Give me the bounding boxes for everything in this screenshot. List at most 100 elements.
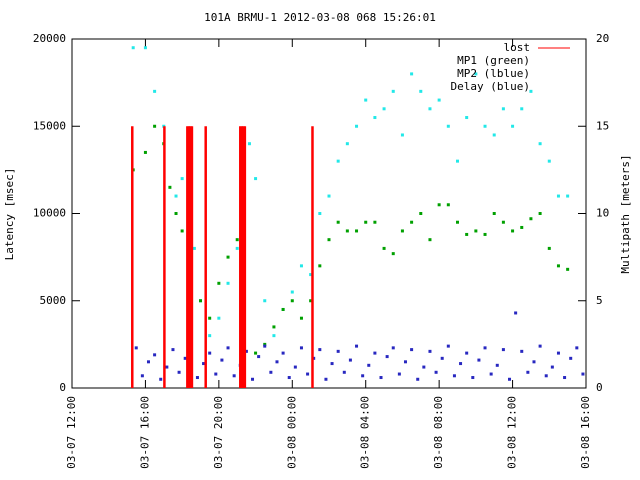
data-point: [272, 334, 276, 338]
data-point: [269, 370, 273, 374]
data-point: [446, 203, 450, 207]
data-point: [336, 159, 340, 163]
data-point: [501, 107, 505, 111]
x-tick-label: 03-08 00:00: [285, 396, 298, 469]
y2-tick-label: 20: [596, 32, 609, 45]
data-point: [474, 72, 478, 76]
data-point: [501, 220, 505, 224]
data-point: [247, 142, 251, 146]
data-point: [538, 212, 542, 215]
data-point: [566, 267, 570, 271]
data-point: [501, 348, 505, 352]
data-point: [327, 194, 331, 198]
x-tick-label: 03-07 20:00: [212, 396, 225, 469]
data-point: [348, 358, 352, 362]
data-point: [299, 346, 303, 350]
data-point: [131, 46, 135, 50]
data-point: [364, 220, 368, 224]
y-axis-label: Latency [msec]: [3, 168, 16, 261]
data-point: [290, 290, 294, 294]
data-point: [529, 89, 533, 93]
data-point: [474, 229, 478, 233]
data-point: [153, 353, 157, 357]
data-point: [526, 370, 530, 374]
y2-axis-label: Multipath [meters]: [619, 154, 632, 273]
data-point: [465, 116, 469, 120]
data-point: [364, 98, 368, 102]
data-point: [251, 377, 255, 381]
data-point: [529, 217, 533, 221]
data-point: [391, 89, 395, 93]
data-point: [508, 377, 512, 381]
data-point: [422, 365, 426, 369]
data-point: [257, 355, 261, 359]
x-tick-label: 03-07 16:00: [138, 396, 151, 469]
data-point: [419, 89, 423, 93]
data-point: [566, 194, 570, 198]
data-point: [477, 358, 481, 362]
data-point: [544, 374, 548, 378]
data-point: [217, 281, 221, 285]
data-point: [309, 273, 313, 277]
data-point: [547, 159, 551, 163]
data-point: [263, 344, 267, 348]
data-point: [355, 229, 359, 233]
y-tick-label: 0: [59, 381, 66, 394]
data-point: [318, 264, 322, 268]
data-point: [287, 376, 291, 380]
data-point: [459, 362, 463, 366]
data-point: [400, 133, 404, 137]
data-point: [244, 349, 248, 353]
data-point: [520, 225, 524, 229]
data-point: [355, 344, 359, 348]
data-point: [361, 374, 365, 378]
data-point: [403, 360, 407, 364]
data-point: [446, 344, 450, 348]
data-point: [556, 351, 560, 355]
data-point: [465, 232, 469, 236]
data-point: [165, 365, 169, 369]
data-point: [235, 246, 239, 250]
data-point: [437, 203, 441, 207]
data-point: [134, 346, 138, 350]
y2-tick-label: 10: [596, 207, 609, 220]
data-point: [416, 377, 420, 381]
data-point: [342, 370, 346, 374]
data-point: [168, 185, 172, 189]
data-point: [153, 89, 157, 93]
data-point: [199, 299, 202, 303]
data-point: [410, 220, 414, 224]
data-point: [281, 351, 285, 355]
data-point: [345, 142, 349, 146]
data-point: [143, 150, 147, 154]
data-point: [511, 229, 515, 233]
data-point: [419, 212, 423, 215]
data-point: [550, 365, 554, 369]
data-point: [327, 238, 331, 242]
data-point: [217, 316, 221, 320]
legend-label: Delay (blue): [451, 80, 530, 93]
data-point: [511, 124, 515, 128]
data-point: [195, 376, 199, 380]
data-point: [410, 348, 414, 352]
data-point: [272, 325, 276, 329]
data-point: [171, 348, 175, 352]
data-point: [290, 299, 294, 303]
data-point: [569, 356, 573, 360]
data-point: [446, 124, 450, 128]
data-point: [336, 349, 340, 353]
data-point: [382, 107, 386, 111]
data-point: [575, 346, 579, 350]
data-point: [471, 376, 475, 380]
data-point: [400, 229, 404, 233]
data-point: [306, 372, 310, 376]
data-point: [440, 356, 444, 360]
data-point: [318, 348, 322, 352]
data-point: [226, 255, 230, 259]
data-point: [483, 232, 487, 236]
data-point: [293, 365, 297, 369]
legend-label: MP1 (green): [457, 54, 530, 67]
data-point: [345, 229, 349, 233]
data-point: [456, 159, 459, 163]
